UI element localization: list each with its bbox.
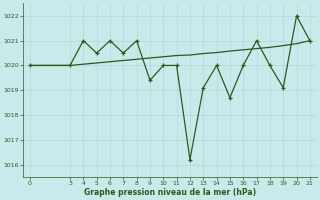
X-axis label: Graphe pression niveau de la mer (hPa): Graphe pression niveau de la mer (hPa)	[84, 188, 256, 197]
